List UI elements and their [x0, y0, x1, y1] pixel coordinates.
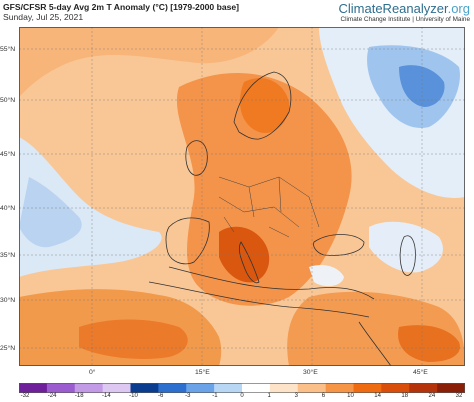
colorbar-segment — [381, 383, 410, 393]
hot-anomaly-sahara — [79, 319, 188, 359]
colorbar-tick-label: -1 — [212, 393, 218, 399]
lat-label-50n: 50°N — [0, 97, 16, 104]
colorbar-segment — [297, 383, 327, 393]
graticule — [19, 27, 465, 366]
hot-anomaly-arabia — [398, 325, 460, 362]
colorbar — [19, 383, 465, 393]
lat-label-35n: 35°N — [0, 252, 16, 259]
colorbar-tick-label: 24 — [428, 393, 436, 399]
colorbar-frame — [19, 383, 465, 393]
colorbar-segment — [19, 383, 48, 393]
coastline-british-isles — [185, 140, 208, 176]
colorbar-tick-label: 1 — [267, 393, 271, 399]
colorbar-tick-label: 3 — [294, 393, 298, 399]
lat-label-40n: 40°N — [0, 205, 16, 212]
lat-label-30n: 30°N — [0, 297, 16, 304]
lat-label-55n: 55°N — [0, 46, 16, 53]
colorbar-tick-label: -10 — [129, 393, 138, 399]
colorbar-tick-label: 32 — [455, 393, 463, 399]
colorbar-segment — [130, 383, 159, 393]
coastline-black-sea — [313, 234, 365, 256]
hot-anomaly-scandinavia — [239, 78, 290, 133]
map-date: Sunday, Jul 25, 2021 — [3, 12, 84, 22]
cool-anomaly-caucasus — [369, 221, 443, 273]
cool-anomaly-east-med — [309, 265, 344, 287]
cool-anomaly-russia-deep — [399, 65, 445, 107]
lat-label-25n: 25°N — [0, 345, 16, 352]
colorbar-segment — [242, 383, 271, 393]
colorbar-tick-label: -18 — [74, 393, 84, 399]
brand-tld: .org — [447, 1, 470, 16]
colorbar-tick-label: -32 — [20, 393, 30, 399]
lon-label-0: 0° — [89, 369, 96, 376]
hot-anomaly-balkans — [219, 226, 270, 283]
colorbar-segment — [269, 383, 299, 393]
lon-label-45e: 45°E — [413, 369, 428, 376]
lat-label-45n: 45°N — [0, 151, 16, 158]
cool-anomaly-atlantic-core — [19, 177, 82, 248]
warm-anomaly-north-atlantic — [19, 27, 279, 97]
brand-name: ClimateReanalyzer — [338, 1, 448, 16]
colorbar-segment — [353, 383, 382, 393]
colorbar-tick-label: 18 — [401, 393, 409, 399]
brand-subtitle: Climate Change Institute | University of… — [340, 16, 470, 23]
colorbar-tick-label: -3 — [185, 393, 191, 399]
map-title: GFS/CFSR 5-day Avg 2m T Anomaly (°C) [19… — [3, 2, 240, 12]
colorbar-tick-label: 10 — [347, 393, 354, 399]
colorbar-segment — [158, 383, 187, 393]
colorbar-tick-label: -14 — [102, 393, 111, 399]
colorbar-tick-label: -6 — [157, 393, 164, 399]
map-frame — [19, 27, 465, 366]
colorbar-tick-labels: -32 -24 -18 -14 -10 -6 -3 -1 0 1 3 6 10 14 18 24 32 — [0, 393, 474, 402]
colorbar-tick-label: 6 — [321, 393, 326, 399]
colorbar-tick-label: -24 — [47, 393, 57, 399]
coastline-caspian — [399, 235, 416, 276]
colorbar-segment — [437, 383, 465, 393]
coastline-iberia — [165, 217, 210, 265]
temperature-anomaly-map — [19, 27, 465, 366]
country-borders — [218, 176, 320, 238]
colorbar-segment — [214, 383, 243, 393]
lon-label-15e: 15°E — [195, 369, 210, 376]
colorbar-segment — [74, 383, 104, 393]
brand-logo[interactable]: ClimateReanalyzer.org — [338, 1, 470, 16]
lon-label-30e: 30°E — [303, 369, 318, 376]
coastline-scandinavia — [233, 71, 292, 140]
colorbar-tick-label: 0 — [240, 393, 244, 399]
coastline-italy — [238, 241, 260, 284]
colorbar-segment — [46, 383, 76, 393]
colorbar-segment — [325, 383, 354, 393]
coastline-mediterranean — [168, 266, 375, 300]
coastline-north-africa — [148, 281, 370, 318]
coastline-red-sea — [358, 321, 392, 366]
colorbar-segment — [186, 383, 215, 393]
colorbar-segment — [102, 383, 131, 393]
colorbar-segment — [409, 383, 438, 393]
colorbar-tick-label: 14 — [374, 393, 381, 399]
